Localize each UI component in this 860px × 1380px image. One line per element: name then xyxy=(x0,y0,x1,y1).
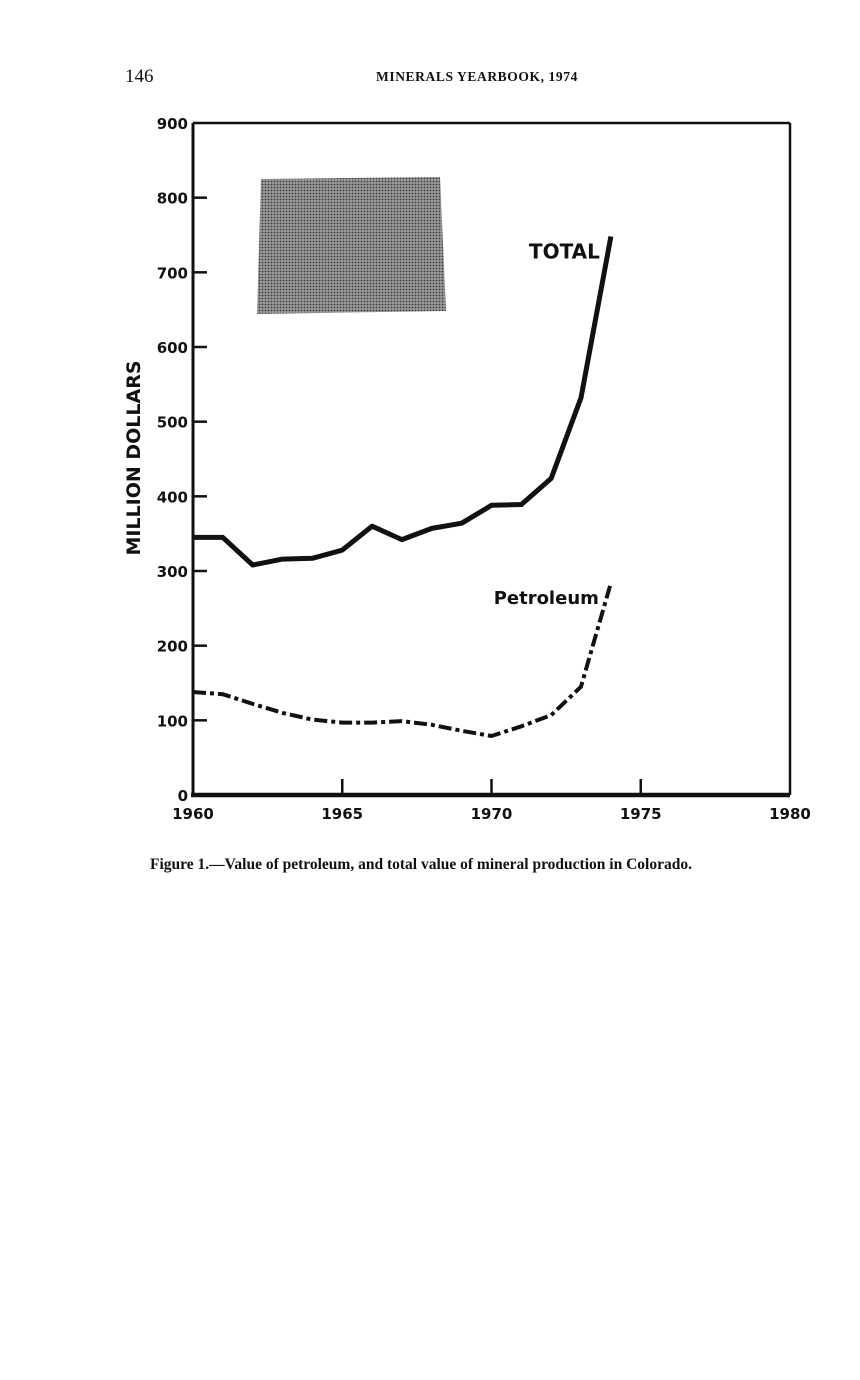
series-label-total: TOTAL xyxy=(529,239,600,263)
y-tick-label: 100 xyxy=(157,712,188,730)
y-tick-label: 400 xyxy=(157,488,188,506)
series-layer xyxy=(192,236,614,738)
x-tick-label: 1960 xyxy=(172,805,214,823)
running-head: MINERALS YEARBOOK, 1974 xyxy=(376,69,578,84)
series-label-petroleum: Petroleum xyxy=(494,588,599,609)
line-chart: 0 100 200 300 400 500 600 700 800 900 1960 1965 197… xyxy=(123,115,811,823)
labels-layer: MILLION DOLLARS TOTAL Petroleum xyxy=(123,239,600,608)
series-line-petroleum xyxy=(192,582,613,738)
y-tick-label: 300 xyxy=(157,563,188,581)
y-tick-label: 700 xyxy=(157,264,188,282)
y-tick-label: 900 xyxy=(157,115,188,133)
x-tick-label: 1965 xyxy=(321,805,363,823)
x-tick-label: 1970 xyxy=(471,805,513,823)
x-tick-label: 1980 xyxy=(769,805,811,823)
y-tick-label: 500 xyxy=(157,414,188,432)
y-tick-label: 800 xyxy=(157,190,188,208)
series-line-total xyxy=(193,236,614,568)
y-tick-label: 200 xyxy=(157,638,188,656)
page-number: 146 xyxy=(125,66,154,87)
figure-caption: Figure 1.—Value of petroleum, and total … xyxy=(150,856,692,873)
colorado-state-shape xyxy=(257,177,446,314)
y-tick-label: 600 xyxy=(157,339,188,357)
x-axis: 1960 1965 1970 1975 1980 xyxy=(172,779,811,823)
y-tick-label: 0 xyxy=(178,787,188,805)
x-tick-label: 1975 xyxy=(620,805,662,823)
y-axis: 0 100 200 300 400 500 600 700 800 900 xyxy=(157,115,207,805)
y-axis-label: MILLION DOLLARS xyxy=(123,360,145,555)
colorado-state-inset xyxy=(257,177,446,314)
